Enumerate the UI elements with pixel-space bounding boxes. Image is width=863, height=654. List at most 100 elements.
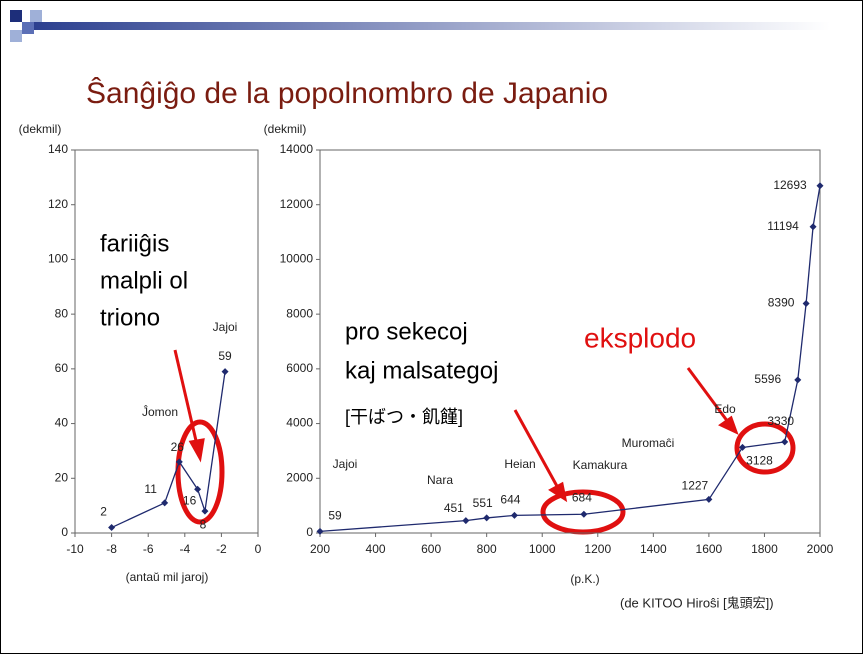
- x-tick-label: -10: [66, 542, 84, 556]
- header-square: [22, 22, 34, 34]
- arrow: [686, 367, 730, 423]
- data-label: 12693: [773, 178, 807, 192]
- header-bar: [30, 22, 830, 30]
- x-tick-label: 800: [477, 542, 497, 556]
- point: [802, 299, 810, 307]
- point: [161, 499, 169, 507]
- highlight-ellipse: [734, 421, 796, 475]
- annotation: malpli ol: [100, 267, 188, 294]
- header-square: [30, 10, 42, 22]
- x-tick-label: 600: [421, 542, 441, 556]
- data-label: 2: [100, 505, 107, 519]
- x-tick-label: -2: [216, 542, 227, 556]
- data-label: 59: [218, 349, 232, 363]
- annotation: triono: [100, 304, 160, 331]
- header-square: [10, 10, 22, 22]
- data-label: 644: [500, 493, 520, 507]
- arrow-head: [188, 438, 205, 463]
- annotation: pro sekecoj: [345, 318, 468, 345]
- annotation: eksplodo: [584, 322, 696, 353]
- data-label: 59: [328, 509, 342, 523]
- point: [201, 507, 209, 515]
- period-label: Kamakura: [573, 458, 628, 472]
- highlight-ellipse: [175, 419, 225, 525]
- point: [316, 527, 324, 535]
- plot-frame: [319, 149, 821, 534]
- x-tick-label: 1200: [584, 542, 611, 556]
- point: [462, 517, 470, 525]
- annotation: fariiĝis: [100, 230, 169, 257]
- data-label: 1227: [682, 479, 709, 493]
- arrow: [513, 409, 560, 489]
- point: [483, 514, 491, 522]
- plot-frame: [74, 149, 259, 534]
- x-tick-label: 1000: [529, 542, 556, 556]
- x-tick-label: 1800: [751, 542, 778, 556]
- y-tick-label: 10000: [280, 252, 314, 266]
- point: [816, 182, 824, 190]
- y-tick-label: 20: [55, 470, 69, 484]
- point: [510, 511, 518, 519]
- period-label: Ĵomon: [142, 404, 178, 419]
- y-axis-label: (dekmil): [264, 122, 307, 136]
- data-label: 5596: [754, 372, 781, 386]
- y-tick-label: 8000: [286, 306, 313, 320]
- annotation: [干ばつ・飢饉]: [345, 407, 463, 427]
- x-tick-label: -4: [179, 542, 190, 556]
- data-label: 3330: [767, 414, 794, 428]
- point: [108, 524, 116, 532]
- x-tick-label: 2000: [807, 542, 834, 556]
- x-axis-label: (antaŭ mil jaroj): [126, 570, 209, 584]
- data-label: 551: [473, 496, 493, 510]
- point: [809, 223, 817, 231]
- y-tick-label: 0: [306, 525, 313, 539]
- data-label: 16: [183, 493, 197, 507]
- arrow-head: [548, 481, 568, 503]
- period-label: Edo: [714, 402, 736, 416]
- source: (de KITOO Hiroŝi [鬼頭宏]): [620, 595, 774, 610]
- data-label: 3128: [746, 454, 773, 468]
- data-label: 11194: [767, 219, 799, 233]
- x-tick-label: 200: [310, 542, 330, 556]
- period-label: Jajoi: [333, 457, 358, 471]
- data-label: 11: [144, 482, 157, 496]
- y-tick-label: 6000: [286, 361, 313, 375]
- point: [781, 438, 789, 446]
- point: [221, 368, 229, 376]
- point: [705, 495, 713, 503]
- y-axis-label: (dekmil): [19, 122, 62, 136]
- y-tick-label: 4000: [286, 416, 313, 430]
- data-label: 8: [200, 517, 207, 531]
- x-tick-label: 0: [255, 542, 262, 556]
- period-label: Muromaĉi: [622, 436, 675, 450]
- y-tick-label: 40: [55, 416, 69, 430]
- annotation: kaj malsategoj: [345, 357, 498, 384]
- period-label: Nara: [427, 473, 453, 487]
- y-tick-label: 100: [48, 252, 68, 266]
- y-tick-label: 60: [55, 361, 69, 375]
- y-tick-label: 14000: [280, 142, 314, 156]
- arrow-head: [718, 415, 739, 435]
- x-tick-label: 1600: [696, 542, 723, 556]
- data-label: 8390: [768, 296, 795, 310]
- y-tick-label: 0: [61, 525, 68, 539]
- line: [319, 185, 821, 533]
- data-label: 451: [444, 501, 464, 515]
- y-tick-label: 12000: [280, 197, 314, 211]
- header-square: [10, 30, 22, 42]
- data-label: 26: [171, 440, 185, 454]
- line: [111, 371, 226, 529]
- slide-title: Ŝanĝiĝo de la popolnombro de Japanio: [86, 76, 608, 110]
- point: [175, 458, 183, 466]
- point: [194, 485, 202, 493]
- y-tick-label: 80: [55, 306, 69, 320]
- x-tick-label: -6: [143, 542, 154, 556]
- point: [739, 443, 746, 451]
- arrow: [173, 349, 199, 446]
- point: [794, 376, 802, 384]
- point: [580, 510, 588, 518]
- y-tick-label: 140: [48, 142, 68, 156]
- x-tick-label: 400: [366, 542, 386, 556]
